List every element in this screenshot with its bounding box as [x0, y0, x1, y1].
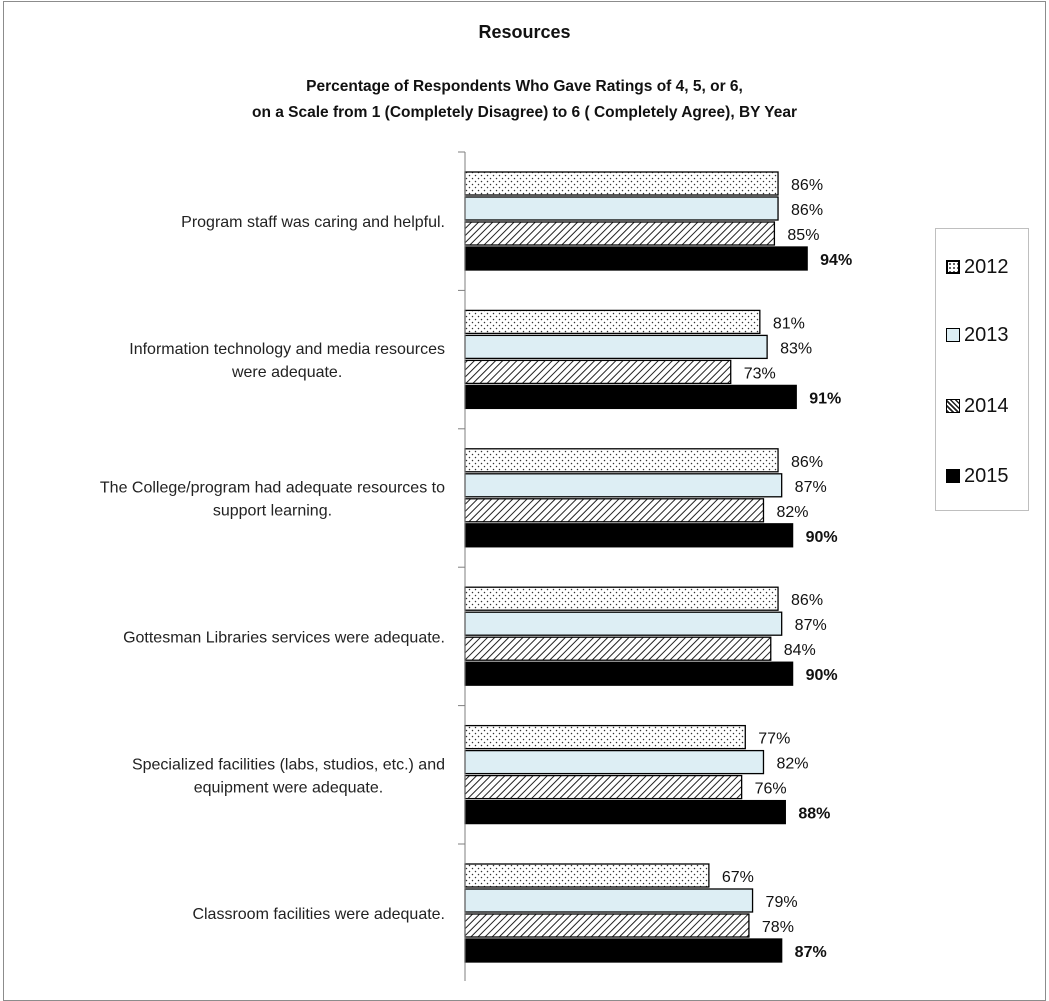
legend-label-2013: 2013 [964, 323, 1009, 346]
bar-2013-cat-4 [464, 611, 783, 636]
legend-item-2015: 2015 [946, 463, 1009, 489]
category-label-4-line-1: Gottesman Libraries services were adequa… [123, 629, 445, 646]
bar-2012-cat-5 [464, 724, 746, 750]
category-label-5-line-1: Specialized facilities (labs, studios, e… [132, 756, 445, 773]
bar-2015-cat-4 [464, 661, 794, 686]
bar-2015-cat-2 [464, 384, 797, 410]
bar-2012-cat-1 [464, 171, 779, 196]
category-label-5-line-2: equipment were adequate. [194, 779, 383, 796]
bar-2014-cat-4 [464, 636, 772, 661]
bar-2013-cat-3 [464, 473, 783, 498]
legend-label-2012: 2012 [964, 255, 1009, 278]
data-label-2015-cat-5: 88% [798, 806, 830, 823]
data-label-2015-cat-4: 90% [806, 667, 838, 684]
bar-2014-cat-2 [464, 359, 732, 385]
legend-label-2015: 2015 [964, 464, 1009, 487]
data-label-2012-cat-5: 77% [758, 731, 790, 748]
data-label-2014-cat-1: 85% [787, 227, 819, 244]
data-label-2013-cat-3: 87% [795, 479, 827, 496]
data-label-2013-cat-6: 79% [766, 894, 798, 911]
bar-2013-cat-5 [464, 749, 765, 775]
bar-2014-cat-6 [464, 913, 750, 938]
data-label-2014-cat-6: 78% [762, 919, 794, 936]
bar-2014-cat-3 [464, 498, 765, 523]
category-axis [458, 151, 466, 981]
data-label-2015-cat-6: 87% [795, 944, 827, 961]
legend-swatch-2013 [946, 328, 960, 342]
data-label-2014-cat-3: 82% [776, 504, 808, 521]
legend: 2012 2013 2014 2015 [935, 228, 1029, 511]
bar-2012-cat-6 [464, 863, 710, 888]
bar-2013-cat-2 [464, 334, 768, 360]
bar-2015-cat-3 [464, 523, 794, 548]
chart-subtitle-line-2: on a Scale from 1 (Completely Disagree) … [252, 104, 797, 121]
data-label-2012-cat-1: 86% [791, 177, 823, 194]
bar-2014-cat-1 [464, 221, 776, 246]
category-label-3-line-2: support learning. [213, 503, 332, 520]
bars-group: 86% 86% 85%94% 81% 83%73% 91% 86% 87% 82% 90% 86% 8… [464, 171, 852, 963]
data-label-2012-cat-2: 81% [773, 315, 805, 332]
data-label-2013-cat-4: 87% [795, 617, 827, 634]
category-label-3-line-1: The College/program had adequate resourc… [100, 480, 445, 497]
data-label-2014-cat-2: 73% [744, 365, 776, 382]
data-label-2015-cat-2: 91% [809, 390, 841, 407]
bar-2015-cat-1 [464, 246, 808, 271]
legend-item-2013: 2013 [946, 322, 1009, 348]
data-label-2015-cat-3: 90% [806, 529, 838, 546]
category-label-2-line-1: Information technology and media resourc… [129, 341, 445, 358]
legend-swatch-2012 [946, 260, 960, 274]
category-label-6-line-1: Classroom facilities were adequate. [192, 906, 445, 923]
bar-2013-cat-6 [464, 888, 754, 913]
legend-label-2014: 2014 [964, 394, 1009, 417]
data-label-2015-cat-1: 94% [820, 252, 852, 269]
data-label-2014-cat-4: 84% [784, 642, 816, 659]
bar-2012-cat-4 [464, 586, 779, 611]
bar-2015-cat-6 [464, 938, 783, 963]
chart-subtitle-line-1: Percentage of Respondents Who Gave Ratin… [306, 78, 743, 95]
data-label-2012-cat-3: 86% [791, 454, 823, 471]
data-label-2013-cat-5: 82% [776, 756, 808, 773]
bar-2013-cat-1 [464, 196, 779, 221]
data-label-2013-cat-2: 83% [780, 340, 812, 357]
bar-2012-cat-3 [464, 448, 779, 473]
category-label-2-line-2: were adequate. [231, 364, 342, 381]
data-label-2014-cat-5: 76% [755, 781, 787, 798]
data-label-2012-cat-6: 67% [722, 869, 754, 886]
data-label-2013-cat-1: 86% [791, 202, 823, 219]
bar-2012-cat-2 [464, 309, 761, 335]
category-label-1-line-1: Program staff was caring and helpful. [181, 214, 445, 231]
legend-item-2012: 2012 [946, 254, 1009, 280]
bar-2014-cat-5 [464, 774, 743, 800]
data-label-2012-cat-4: 86% [791, 592, 823, 609]
chart-title: Resources [478, 22, 571, 42]
bar-2015-cat-5 [464, 799, 786, 825]
legend-swatch-2014 [946, 399, 960, 413]
legend-swatch-2015 [946, 469, 960, 483]
legend-item-2014: 2014 [946, 393, 1009, 419]
category-labels: Program staff was caring and helpful. Inf… [100, 214, 445, 923]
